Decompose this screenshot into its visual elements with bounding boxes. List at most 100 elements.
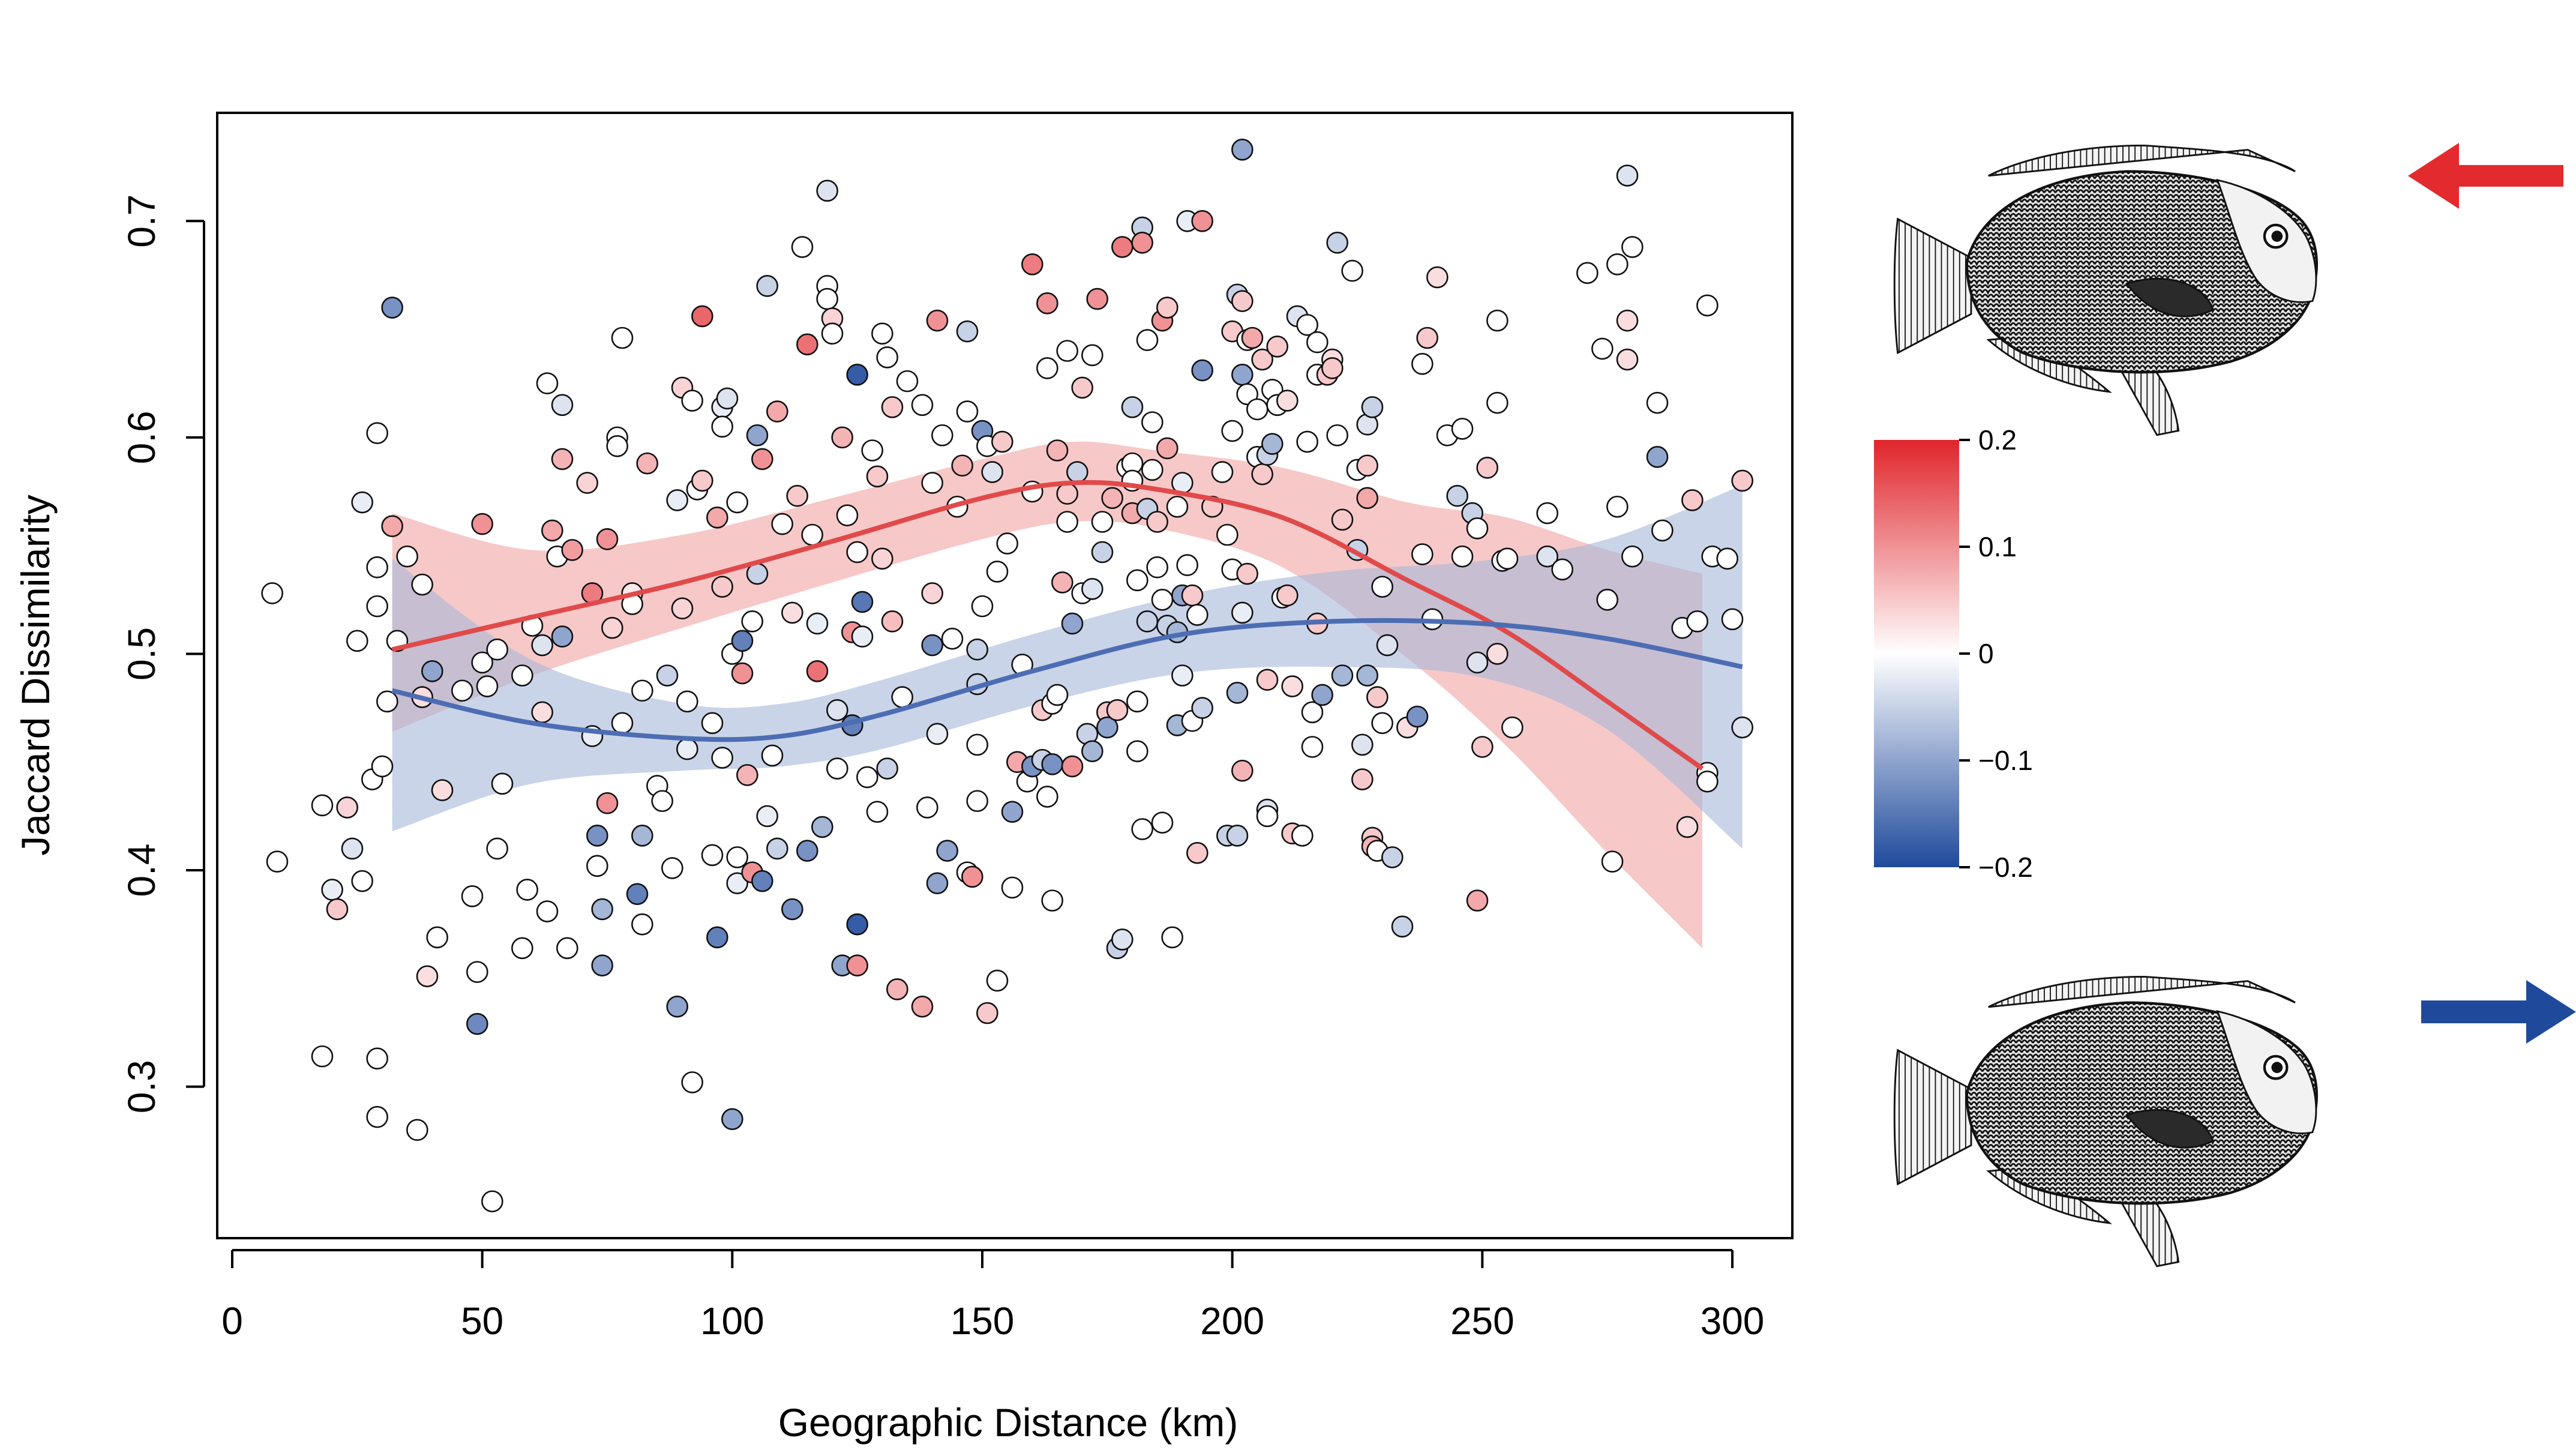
data-point [351,870,373,892]
data-point [1156,296,1178,319]
data-point [1266,335,1288,358]
data-point [321,879,343,901]
data-point [666,489,688,511]
data-point [1211,461,1234,483]
data-point [1036,786,1058,808]
trend-line-0 [391,480,1704,771]
data-point [671,597,694,620]
data-point [956,320,979,343]
data-point [1326,424,1348,447]
data-point [931,424,953,447]
data-point [851,625,874,648]
data-point [1501,716,1524,739]
data-point [1296,430,1318,453]
data-point [826,699,848,721]
data-point [1331,508,1354,531]
colorbar-tick-label: −0.1 [1978,745,2033,776]
data-point [1406,705,1429,728]
data-point [681,390,703,412]
data-point [1111,236,1133,258]
data-point [691,469,713,492]
data-point [1496,547,1519,570]
data-point [611,712,634,735]
data-point [1096,716,1118,739]
data-point [1231,290,1253,313]
data-point [1236,562,1258,585]
data-point [1171,664,1193,687]
data-point [1216,523,1238,546]
data-point [746,424,769,447]
data-point [706,506,728,529]
data-point [1596,588,1618,611]
data-point [806,612,829,635]
data-point [1466,651,1489,674]
data-point [1111,928,1133,951]
data-point [596,528,619,550]
data-point [1081,577,1103,600]
data-point [1411,543,1434,565]
data-point [1256,805,1279,828]
data-point [1191,697,1213,719]
data-point [861,439,883,462]
data-point [626,883,649,905]
data-point [556,937,578,960]
data-point [796,840,818,862]
data-point [1276,584,1299,607]
data-point [486,638,508,661]
data-point [711,747,733,769]
data-point [1261,433,1283,455]
data-point [576,472,598,494]
data-point [966,638,988,661]
data-point [536,900,559,922]
data-point [461,885,484,907]
data-point [486,837,508,860]
data-point [701,844,724,867]
data-point [1181,584,1204,607]
data-point [1061,755,1084,778]
data-point [1151,811,1174,834]
data-point [1536,502,1558,525]
data-point [691,305,713,328]
data-point [1066,461,1088,483]
data-point [1616,309,1639,332]
data-point [1356,664,1378,687]
data-point [1131,818,1153,840]
data-point [1086,287,1108,310]
data-point [586,855,608,877]
data-point [866,801,889,823]
data-point [761,744,784,767]
x-axis: 0 50 100 150 200 250 300 [221,1249,1764,1343]
data-point [1371,712,1393,735]
data-point [1186,604,1208,626]
data-point [831,426,853,449]
data-point [1331,664,1354,687]
data-point [891,686,913,708]
data-point [1231,138,1253,161]
data-point [1191,209,1213,232]
data-point [1391,915,1414,938]
data-point [1251,348,1273,371]
data-point [676,738,698,760]
data-point [986,969,1009,992]
colorbar-tick-label: 0.2 [1978,424,2017,456]
data-point [471,513,493,535]
data-point [1236,383,1258,406]
data-point [1246,398,1268,421]
data-point [376,690,398,713]
data-point [371,755,394,778]
data-point [1276,390,1299,412]
data-point [1471,736,1494,758]
y-axis: 0.3 0.4 0.5 0.6 0.7 [120,194,205,1113]
fish-illustration-top [1894,145,2317,435]
data-point [1141,459,1163,481]
data-point [366,422,388,444]
data-point [1376,634,1399,657]
data-point [1486,391,1509,414]
data-point [596,792,619,814]
data-point [1716,547,1738,570]
data-point [846,541,868,564]
data-point [1141,411,1163,433]
y-tick-label: 0.7 [120,194,163,248]
data-point [1056,511,1078,533]
